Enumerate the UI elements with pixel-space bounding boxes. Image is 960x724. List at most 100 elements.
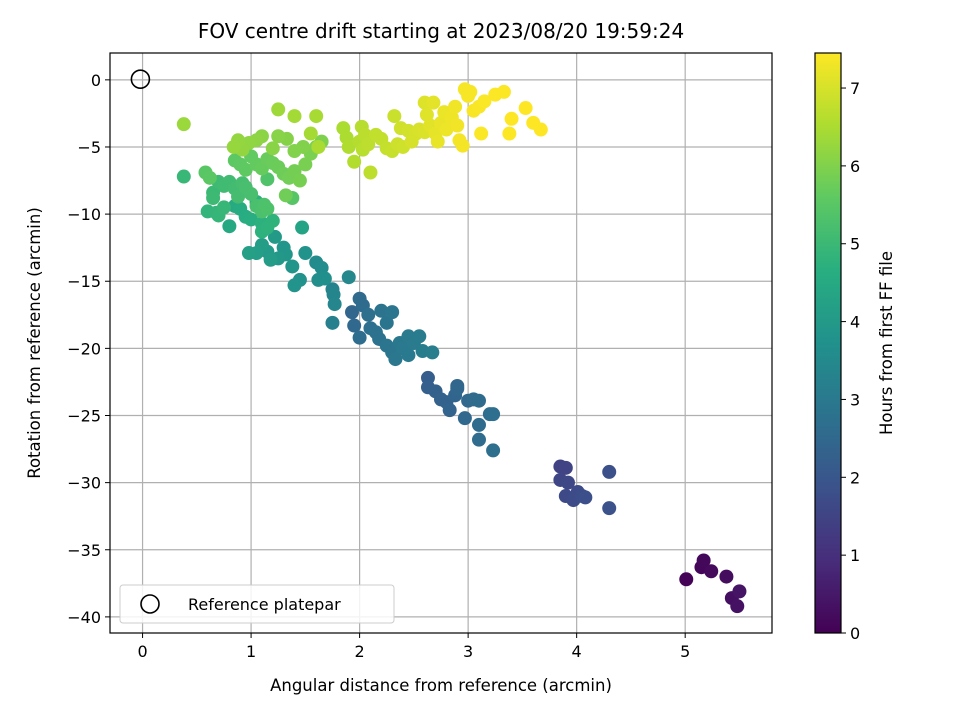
- data-point: [361, 307, 376, 322]
- y-tick-label: −35: [67, 541, 101, 560]
- data-point: [430, 134, 445, 149]
- data-point: [345, 305, 360, 320]
- data-point: [325, 315, 340, 330]
- data-point: [419, 107, 434, 122]
- data-point: [388, 352, 403, 367]
- data-point: [518, 101, 533, 116]
- data-point: [287, 278, 302, 293]
- y-axis-ticks: 0 −5 −10 −15 −20 −25 −30 −35 −40: [67, 71, 110, 627]
- data-point: [578, 490, 593, 505]
- grid-lines: [110, 53, 772, 633]
- y-axis-label: Rotation from reference (arcmin): [25, 207, 44, 479]
- data-point: [271, 102, 286, 117]
- colorbar-tick-label: 0: [850, 624, 860, 643]
- legend-label: Reference platepar: [188, 595, 341, 614]
- data-point: [363, 165, 378, 180]
- x-tick-label: 1: [246, 642, 256, 661]
- colorbar-gradient: [815, 53, 841, 633]
- data-point: [442, 403, 457, 418]
- data-point: [176, 117, 191, 132]
- data-point: [327, 297, 342, 312]
- x-tick-label: 2: [355, 642, 365, 661]
- data-point: [244, 212, 259, 227]
- data-point: [471, 393, 486, 408]
- colorbar-tick-label: 6: [850, 157, 860, 176]
- data-point: [238, 162, 253, 177]
- data-point: [314, 260, 329, 275]
- colorbar-tick-label: 3: [850, 390, 860, 409]
- legend-box: [119, 584, 395, 624]
- data-point: [486, 443, 501, 458]
- data-point: [341, 139, 356, 154]
- data-point: [260, 201, 275, 216]
- data-point: [341, 270, 356, 285]
- data-point: [303, 126, 318, 141]
- data-point: [287, 109, 302, 124]
- data-point: [374, 303, 389, 318]
- y-tick-label: −40: [67, 608, 101, 627]
- data-point: [474, 126, 489, 141]
- data-point: [560, 475, 575, 490]
- data-point: [457, 411, 472, 426]
- y-tick-label: −30: [67, 474, 101, 493]
- reference-platepar-marker: [130, 69, 151, 89]
- colorbar-ticks: 0 1 2 3 4 5 6 7: [841, 79, 860, 643]
- y-tick-label: 0: [91, 71, 101, 90]
- data-point: [361, 137, 376, 152]
- data-point: [486, 407, 501, 422]
- data-points: [176, 82, 747, 614]
- data-point: [265, 213, 280, 228]
- x-axis-label: Angular distance from reference (arcmin): [270, 676, 612, 695]
- data-point: [231, 189, 246, 204]
- data-point: [477, 94, 492, 109]
- legend: Reference platepar: [119, 584, 395, 624]
- x-tick-label: 3: [463, 642, 473, 661]
- data-point: [298, 157, 313, 172]
- x-tick-label: 0: [137, 642, 147, 661]
- data-point: [311, 139, 326, 154]
- data-point: [216, 200, 231, 215]
- colorbar-tick-label: 7: [850, 79, 860, 98]
- data-point: [206, 191, 221, 205]
- data-point: [679, 572, 694, 587]
- data-point: [471, 417, 486, 432]
- data-point: [455, 138, 470, 153]
- data-point: [226, 139, 241, 154]
- data-point: [298, 246, 313, 261]
- data-point: [260, 172, 275, 187]
- colorbar-tick-label: 5: [850, 235, 860, 254]
- x-tick-label: 4: [572, 642, 582, 661]
- data-point: [292, 173, 307, 188]
- data-point: [696, 553, 711, 568]
- plot-frame: [109, 52, 773, 634]
- colorbar-tick-label: 1: [850, 546, 860, 565]
- data-point: [385, 305, 400, 320]
- chart-title: FOV centre drift starting at 2023/08/20 …: [198, 19, 684, 43]
- legend-marker: [140, 594, 160, 614]
- data-point: [287, 144, 302, 159]
- y-tick-label: −10: [67, 205, 101, 224]
- data-point: [450, 118, 465, 133]
- colorbar-frame: [814, 52, 842, 634]
- y-tick-label: −15: [67, 272, 101, 291]
- data-point: [533, 122, 548, 137]
- data-point: [439, 122, 454, 137]
- data-point: [463, 84, 478, 99]
- data-point: [244, 186, 259, 201]
- colorbar: 0 1 2 3 4 5 6 7 Hours from first FF file: [814, 52, 896, 643]
- data-point: [425, 345, 440, 360]
- x-tick-label: 5: [680, 642, 690, 661]
- data-point: [504, 111, 519, 126]
- data-point: [730, 599, 745, 614]
- data-point: [347, 318, 362, 333]
- data-point: [496, 84, 511, 99]
- data-point: [426, 95, 441, 110]
- data-point: [317, 271, 332, 286]
- data-point: [732, 584, 747, 599]
- data-point: [271, 129, 286, 144]
- data-point: [401, 348, 416, 363]
- data-point: [387, 109, 402, 124]
- data-point: [558, 460, 573, 475]
- data-point: [278, 188, 293, 203]
